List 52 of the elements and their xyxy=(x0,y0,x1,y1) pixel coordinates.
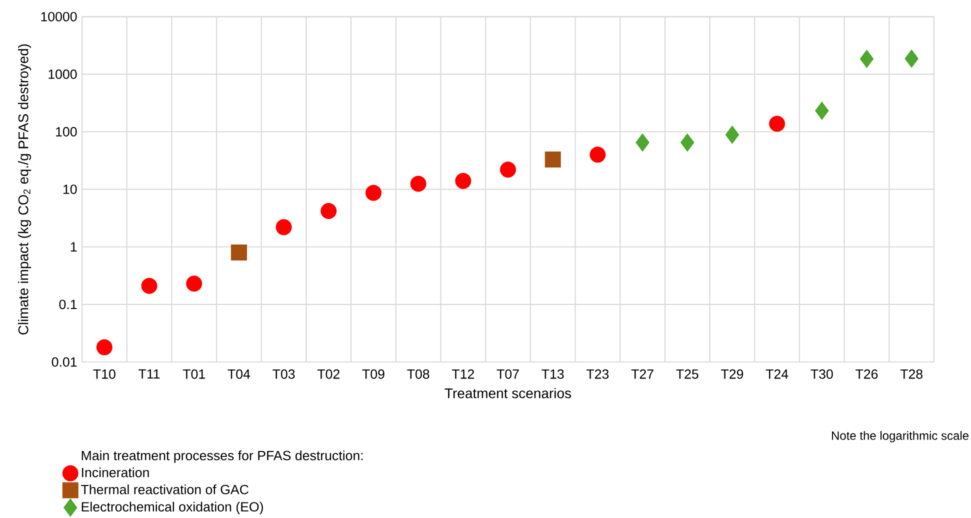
point xyxy=(769,116,786,132)
point xyxy=(636,133,650,152)
y-tick-label: 1 xyxy=(70,242,77,252)
point xyxy=(815,102,829,120)
legend-label: Incineration xyxy=(82,467,149,478)
x-tick-label: T11 xyxy=(138,369,160,379)
x-tick-label: T30 xyxy=(810,369,833,379)
x-tick-label: T07 xyxy=(496,369,519,379)
x-tick-label: T23 xyxy=(586,369,609,379)
x-tick-label: T29 xyxy=(721,369,744,379)
point xyxy=(96,339,112,356)
x-tick-label: T27 xyxy=(631,369,654,379)
y-tick-label: 10000 xyxy=(41,12,77,22)
x-tick-label: T25 xyxy=(676,369,698,379)
x-tick-label: T26 xyxy=(856,369,878,379)
text: Note the logarithmic scale xyxy=(832,431,969,442)
point xyxy=(230,244,247,260)
point xyxy=(500,162,516,178)
x-tick-label: T09 xyxy=(362,369,384,379)
point xyxy=(544,151,561,168)
x-tick-label: T10 xyxy=(93,369,116,379)
point xyxy=(365,184,382,201)
x-tick-label: T03 xyxy=(272,369,295,379)
y-tick-label: 1000 xyxy=(48,70,77,79)
point xyxy=(725,126,740,144)
point xyxy=(455,172,472,189)
point xyxy=(141,278,158,294)
point xyxy=(410,176,426,192)
point xyxy=(904,50,918,68)
x-axis-title: Treatment scenarios xyxy=(444,388,572,398)
x-tick-label: T24 xyxy=(766,369,788,379)
y-axis-title: Climate impact (kg CO$_{2}$ eq./g PFAS destroyed) xyxy=(18,44,32,334)
legend-title: Main treatment processes for PFAS destruction: xyxy=(82,450,363,463)
x-tick-label: T04 xyxy=(228,369,250,379)
x-tick-label: T02 xyxy=(317,369,340,379)
x-tick-label: T13 xyxy=(542,369,564,379)
point xyxy=(186,276,202,292)
point xyxy=(680,133,694,152)
y-tick-label: 0.1 xyxy=(59,300,77,310)
x-tick-label: T01 xyxy=(182,369,205,379)
point xyxy=(590,146,606,163)
point xyxy=(320,203,337,220)
point xyxy=(276,219,292,236)
x-tick-label: T28 xyxy=(900,369,922,379)
legend-label: Thermal reactivation of GAC xyxy=(81,484,248,494)
legend-label: Electrochemical oxidation (EO) xyxy=(82,502,263,514)
y-tick-label: 100 xyxy=(56,127,77,136)
y-tick-label: 10 xyxy=(63,184,77,194)
point xyxy=(860,50,874,68)
x-tick-label: T08 xyxy=(407,369,430,379)
x-tick-label: T12 xyxy=(452,369,474,379)
y-tick-label: 0.01 xyxy=(52,357,77,367)
